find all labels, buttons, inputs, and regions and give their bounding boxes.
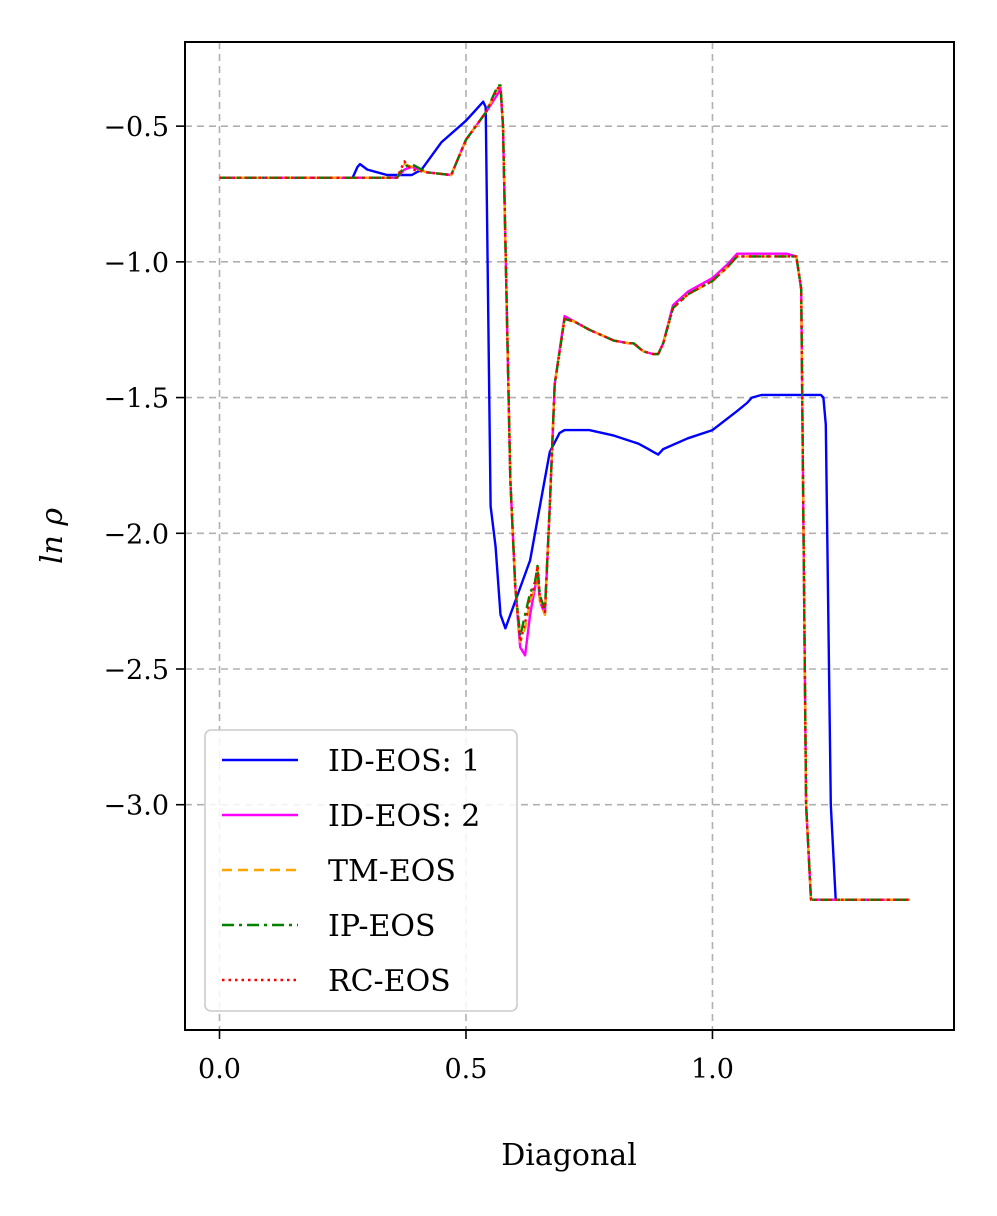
y-tick-label: −2.0 bbox=[103, 519, 169, 550]
y-tick-label: −1.5 bbox=[103, 384, 169, 415]
grid bbox=[185, 42, 954, 1030]
y-tick-label: −2.5 bbox=[103, 655, 169, 686]
plot-frame bbox=[184, 41, 955, 1031]
series-line-1 bbox=[219, 100, 910, 901]
series-line-5 bbox=[219, 86, 910, 901]
x-tick-label: 1.0 bbox=[691, 1054, 734, 1085]
x-tick-label: 0.0 bbox=[198, 1054, 241, 1085]
axis-ticks: 0.0 0.5 1.0 −0.5 −1.0 −1.5 −2.0 −2.5 −3.0 bbox=[103, 112, 733, 1085]
legend-label: ID-EOS: 2 bbox=[328, 799, 480, 834]
legend-box bbox=[204, 729, 518, 1012]
legend: ID-EOS: 1 ID-EOS: 2 TM-EOS IP-EOS RC-EOS bbox=[204, 729, 518, 1012]
x-tick-label: 0.5 bbox=[445, 1054, 488, 1085]
legend-label: TM-EOS bbox=[328, 854, 456, 889]
y-tick-label: −0.5 bbox=[103, 112, 169, 143]
legend-label: RC-EOS bbox=[328, 964, 451, 999]
y-tick-label: −3.0 bbox=[103, 791, 169, 822]
x-axis-label: Diagonal bbox=[501, 1138, 637, 1173]
legend-label: ID-EOS: 1 bbox=[328, 744, 480, 779]
series-lines bbox=[219, 84, 910, 901]
legend-label: IP-EOS bbox=[328, 909, 436, 944]
y-axis-label: ln ρ bbox=[35, 508, 70, 564]
y-tick-label: −1.0 bbox=[103, 248, 169, 279]
